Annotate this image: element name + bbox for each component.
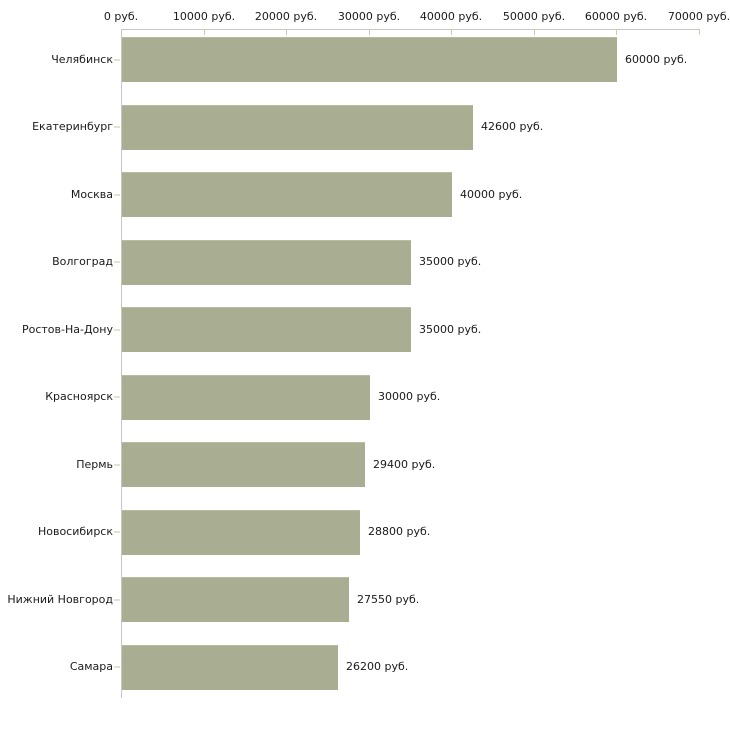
value-label: 60000 руб.: [625, 52, 688, 66]
category-tick: [114, 531, 120, 533]
category-label: Екатеринбург: [32, 120, 113, 133]
x-axis-tick-label: 10000 руб.: [172, 10, 236, 23]
category-label: Москва: [70, 187, 113, 201]
category-tick: [114, 666, 120, 668]
value-label: 30000 руб.: [378, 390, 441, 403]
category-label: Красноярск: [45, 390, 113, 403]
value-label: 28800 руб.: [368, 525, 431, 538]
x-axis-tick: [286, 29, 287, 35]
x-axis-tick-label: 20000 руб.: [254, 10, 318, 23]
category-label: Самара: [69, 660, 113, 673]
category-tick: [114, 464, 120, 465]
category-tick: [114, 261, 120, 263]
value-label: 26200 руб.: [346, 660, 409, 673]
value-label: 27550 руб.: [357, 592, 420, 606]
category-label: Волгоград: [52, 255, 113, 268]
category-label: Пермь: [76, 457, 113, 471]
x-axis-tick-label: 60000 руб.: [584, 10, 648, 23]
value-label: 40000 руб.: [460, 187, 523, 201]
value-label: 35000 руб.: [419, 255, 482, 268]
bar: [122, 644, 338, 690]
x-axis-tick: [451, 29, 452, 35]
x-axis-line: [121, 29, 699, 30]
bar: [122, 307, 411, 352]
bar: [122, 374, 370, 420]
bar: [122, 442, 365, 487]
category-label: Нижний Новгород: [7, 592, 113, 606]
category-tick: [114, 59, 120, 60]
category-tick: [114, 329, 120, 330]
value-label: 42600 руб.: [481, 120, 544, 133]
x-axis-tick: [204, 29, 205, 35]
category-tick: [114, 599, 120, 600]
category-label: Челябинск: [51, 52, 113, 66]
value-label: 29400 руб.: [373, 457, 436, 471]
bar: [122, 509, 360, 555]
category-label: Новосибирск: [37, 525, 113, 538]
x-axis-tick: [699, 29, 700, 35]
bar: [122, 37, 617, 82]
value-label: 35000 руб.: [419, 322, 482, 336]
category-tick: [114, 194, 120, 195]
x-axis-tick: [369, 29, 370, 35]
x-axis-tick-label: 70000 руб.: [667, 10, 730, 23]
bar: [122, 239, 411, 285]
y-axis-line: [121, 29, 122, 698]
x-axis-tick-label: 0 руб.: [103, 10, 139, 23]
category-label: Ростов-На-Дону: [21, 322, 113, 336]
bar: [122, 104, 473, 150]
x-axis-tick-label: 30000 руб.: [337, 10, 401, 23]
bar: [122, 172, 452, 217]
x-axis-tick: [534, 29, 535, 35]
bar: [122, 577, 349, 622]
x-axis-tick-label: 50000 руб.: [502, 10, 566, 23]
category-tick: [114, 126, 120, 128]
category-tick: [114, 396, 120, 398]
x-axis-tick: [616, 29, 617, 35]
x-axis-tick-label: 40000 руб.: [419, 10, 483, 23]
